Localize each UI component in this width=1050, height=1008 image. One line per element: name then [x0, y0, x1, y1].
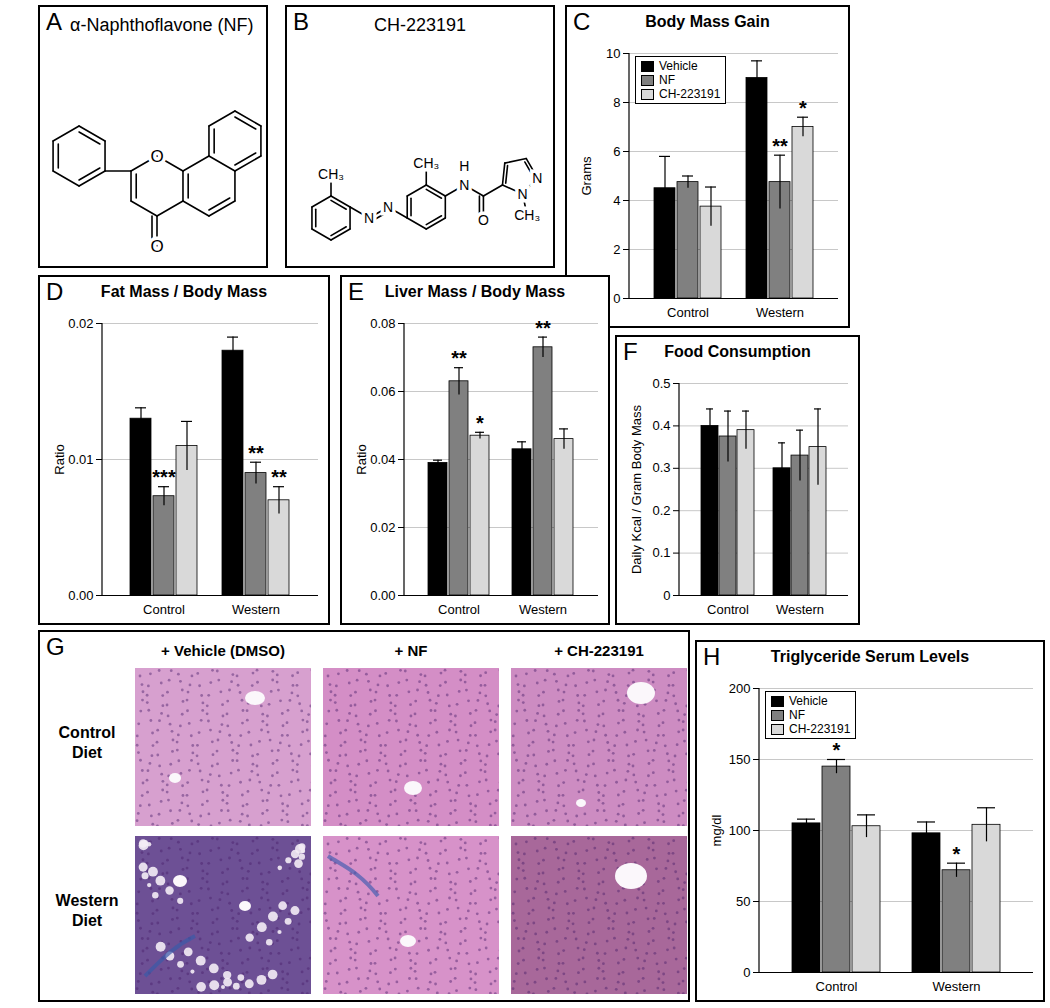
html-text:D: D — [46, 278, 64, 305]
html-text:Body Mass Gain: Body Mass Gain — [645, 13, 770, 30]
svg-text:CH₃: CH₃ — [318, 166, 344, 182]
svg-text:*: * — [833, 739, 841, 761]
svg-text:**: ** — [772, 135, 788, 157]
html-text:+ CH-223191: + CH-223191 — [554, 642, 644, 659]
svg-text:0.5: 0.5 — [652, 376, 670, 391]
svg-text:Control: Control — [143, 602, 185, 617]
html-text:Western Diet: Western Diet — [55, 892, 119, 929]
svg-text:0.04: 0.04 — [370, 452, 395, 467]
html-text:F: F — [623, 338, 638, 365]
svg-text:Control: Control — [707, 602, 749, 617]
html-text:Vehicle: Vehicle — [659, 59, 698, 73]
svg-text:H: H — [459, 158, 469, 174]
svg-text:50: 50 — [736, 894, 750, 909]
svg-text:Western: Western — [932, 979, 980, 994]
svg-text:0.4: 0.4 — [652, 418, 670, 433]
svg-text:0.1: 0.1 — [652, 545, 670, 560]
svg-text:0: 0 — [743, 965, 750, 980]
html-text:G: G — [46, 633, 65, 660]
svg-text:Western: Western — [756, 305, 804, 320]
svg-text:***: *** — [152, 466, 176, 488]
html-text:NF: NF — [659, 73, 675, 87]
svg-text:*: * — [799, 97, 807, 119]
svg-text:150: 150 — [729, 752, 751, 767]
svg-text:4: 4 — [613, 193, 620, 208]
svg-text:8: 8 — [613, 95, 620, 110]
svg-text:10: 10 — [606, 46, 620, 61]
svg-text:**: ** — [451, 347, 467, 369]
svg-text:Control: Control — [438, 602, 480, 617]
svg-text:0.00: 0.00 — [370, 588, 395, 603]
svg-text:0: 0 — [663, 588, 670, 603]
svg-text:0.00: 0.00 — [68, 588, 93, 603]
html-text:CH-223191: CH-223191 — [374, 15, 466, 35]
svg-text:Grams: Grams — [579, 156, 594, 196]
svg-text:0.2: 0.2 — [652, 503, 670, 518]
svg-text:100: 100 — [729, 823, 751, 838]
svg-text:0.08: 0.08 — [370, 316, 395, 331]
svg-text:Daily Kcal / Gram Body Mass: Daily Kcal / Gram Body Mass — [629, 404, 644, 574]
html-text:NF: NF — [789, 708, 805, 722]
html-text:Vehicle: Vehicle — [789, 694, 828, 708]
svg-text:mg/dl: mg/dl — [709, 814, 724, 846]
html-text:H: H — [703, 643, 721, 670]
svg-text:CH₃: CH₃ — [413, 155, 439, 171]
svg-text:CH₃: CH₃ — [514, 207, 540, 223]
html-text:Liver Mass / Body Mass: Liver Mass / Body Mass — [384, 283, 566, 300]
svg-text:O: O — [150, 147, 163, 166]
svg-text:*: * — [476, 412, 484, 434]
svg-text:N: N — [532, 170, 542, 186]
svg-text:**: ** — [248, 442, 264, 464]
svg-text:Control: Control — [667, 305, 709, 320]
svg-text:Ratio: Ratio — [354, 444, 369, 474]
svg-text:N: N — [518, 186, 528, 202]
html-text:C: C — [573, 8, 591, 35]
svg-text:Western: Western — [519, 602, 567, 617]
html-text:+ NF: + NF — [394, 642, 428, 659]
html-text:+ Vehicle (DMSO): + Vehicle (DMSO) — [161, 642, 285, 659]
html-text:CH-223191: CH-223191 — [659, 87, 721, 101]
html-text:E: E — [348, 278, 364, 305]
svg-text:0.02: 0.02 — [68, 316, 93, 331]
html-text:B: B — [293, 8, 309, 35]
html-text:CH-223191: CH-223191 — [789, 722, 851, 736]
html-text:Food Consumption: Food Consumption — [664, 343, 811, 360]
svg-text:0: 0 — [613, 291, 620, 306]
svg-text:Western: Western — [776, 602, 824, 617]
svg-text:0.3: 0.3 — [652, 460, 670, 475]
svg-text:0.06: 0.06 — [370, 384, 395, 399]
svg-text:**: ** — [535, 317, 551, 339]
svg-text:O: O — [478, 212, 489, 228]
svg-text:N: N — [459, 177, 469, 193]
svg-text:200: 200 — [729, 681, 751, 696]
svg-text:Control: Control — [816, 979, 858, 994]
html-text:Control Diet: Control Diet — [58, 724, 116, 761]
svg-text:Western: Western — [232, 602, 280, 617]
svg-text:N: N — [364, 210, 374, 226]
html-text:Triglyceride Serum Levels: Triglyceride Serum Levels — [770, 648, 970, 665]
svg-text:6: 6 — [613, 144, 620, 159]
svg-text:2: 2 — [613, 242, 620, 257]
svg-text:*: * — [953, 843, 961, 865]
svg-text:0.01: 0.01 — [68, 452, 93, 467]
svg-text:**: ** — [271, 466, 287, 488]
svg-text:N: N — [383, 199, 393, 215]
html-text:Fat Mass / Body Mass: Fat Mass / Body Mass — [100, 283, 268, 300]
html-text:A α-Naphthoflavone (NF): A α-Naphthoflavone (NF) — [46, 8, 254, 35]
svg-text:Ratio: Ratio — [52, 444, 67, 474]
svg-text:0.02: 0.02 — [370, 520, 395, 535]
svg-text:O: O — [150, 237, 163, 256]
